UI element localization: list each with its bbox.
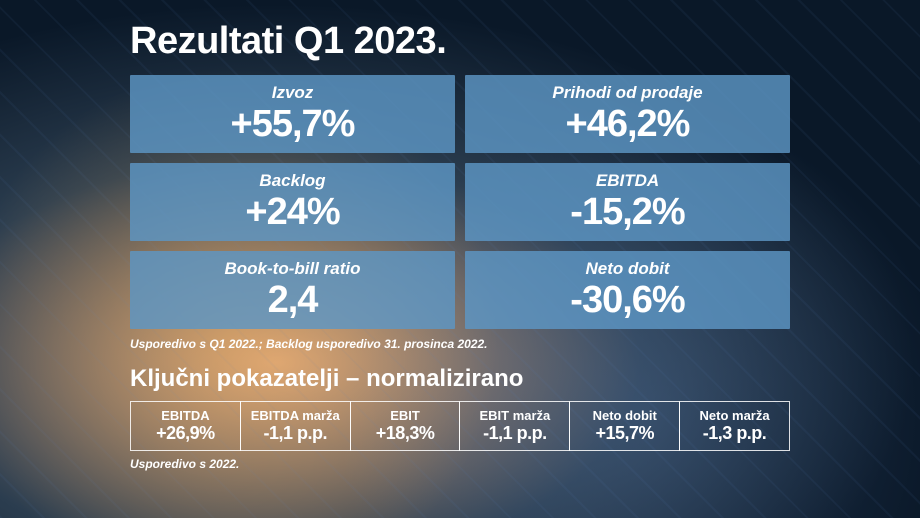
metric-value: 2,4	[134, 281, 451, 319]
metric-tile: Prihodi od prodaje +46,2%	[465, 75, 790, 153]
kpi-value: -1,1 p.p.	[243, 423, 348, 444]
kpi-value: +26,9%	[133, 423, 238, 444]
kpi-label: Neto marža	[682, 408, 787, 423]
metric-tile: Neto dobit -30,6%	[465, 251, 790, 329]
kpi-cell: EBIT +18,3%	[350, 401, 461, 451]
metric-label: EBITDA	[469, 171, 786, 191]
page-title: Rezultati Q1 2023.	[130, 20, 790, 63]
kpi-row: EBITDA +26,9% EBITDA marža -1,1 p.p. EBI…	[130, 401, 790, 451]
kpi-label: EBIT	[353, 408, 458, 423]
kpi-label: EBITDA marža	[243, 408, 348, 423]
kpi-label: EBIT marža	[462, 408, 567, 423]
kpi-cell: EBITDA +26,9%	[130, 401, 241, 451]
metric-value: +46,2%	[469, 105, 786, 143]
metrics-grid: Izvoz +55,7% Prihodi od prodaje +46,2% B…	[130, 75, 790, 329]
kpi-cell: EBITDA marža -1,1 p.p.	[240, 401, 351, 451]
footnote-2: Usporedivo s 2022.	[130, 457, 790, 471]
metric-value: +24%	[134, 193, 451, 231]
metric-label: Book-to-bill ratio	[134, 259, 451, 279]
metric-value: -15,2%	[469, 193, 786, 231]
footnote-1: Usporedivo s Q1 2022.; Backlog usporediv…	[130, 337, 790, 351]
metric-label: Neto dobit	[469, 259, 786, 279]
metric-label: Backlog	[134, 171, 451, 191]
metric-tile: Izvoz +55,7%	[130, 75, 455, 153]
kpi-label: Neto dobit	[572, 408, 677, 423]
metric-tile: Backlog +24%	[130, 163, 455, 241]
metric-label: Prihodi od prodaje	[469, 83, 786, 103]
kpi-value: -1,1 p.p.	[462, 423, 567, 444]
kpi-cell: Neto dobit +15,7%	[569, 401, 680, 451]
kpi-cell: EBIT marža -1,1 p.p.	[459, 401, 570, 451]
kpi-value: +15,7%	[572, 423, 677, 444]
metric-tile: EBITDA -15,2%	[465, 163, 790, 241]
kpi-cell: Neto marža -1,3 p.p.	[679, 401, 790, 451]
metric-value: -30,6%	[469, 281, 786, 319]
kpi-label: EBITDA	[133, 408, 238, 423]
metric-label: Izvoz	[134, 83, 451, 103]
kpi-subtitle: Ključni pokazatelji – normalizirano	[130, 365, 790, 393]
metric-tile: Book-to-bill ratio 2,4	[130, 251, 455, 329]
kpi-value: +18,3%	[353, 423, 458, 444]
content-container: Rezultati Q1 2023. Izvoz +55,7% Prihodi …	[0, 0, 920, 495]
metric-value: +55,7%	[134, 105, 451, 143]
kpi-value: -1,3 p.p.	[682, 423, 787, 444]
